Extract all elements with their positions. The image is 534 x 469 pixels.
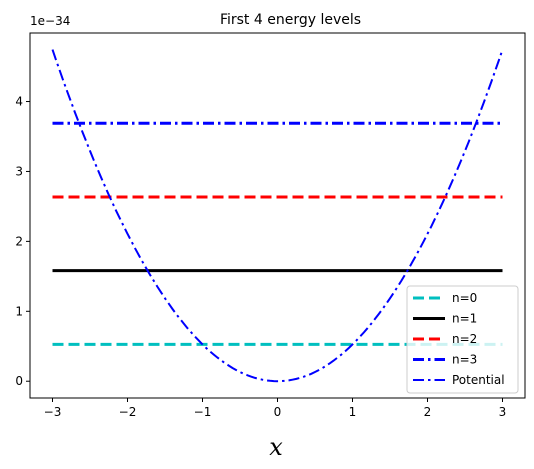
y-tick-label: 0: [15, 374, 23, 388]
x-axis-ticks: −3 −2 −1 0 1 2 3: [44, 398, 507, 419]
legend-label-n-3: n=3: [452, 353, 477, 367]
x-tick-label: −1: [194, 405, 212, 419]
x-tick-label: −3: [44, 405, 62, 419]
legend-label-n-0: n=0: [452, 291, 477, 305]
series-potential: [51, 49, 504, 383]
y-axis-ticks: 0 1 2 3 4: [15, 95, 30, 388]
legend: n=0 n=1 n=2 n=3 Potential: [406, 285, 519, 394]
legend-box: [406, 285, 519, 394]
x-tick-label: 1: [349, 405, 357, 419]
x-tick-label: 3: [499, 405, 507, 419]
x-tick-label: 0: [274, 405, 282, 419]
y-tick-label: 1: [15, 304, 23, 318]
legend-label-n-1: n=1: [452, 312, 477, 326]
legend-label-potential: Potential: [452, 373, 505, 387]
y-tick-label: 2: [15, 234, 23, 248]
y-axis-offset-label: 1e−34: [30, 14, 70, 28]
y-tick-label: 3: [15, 164, 23, 178]
x-tick-label: −2: [119, 405, 137, 419]
chart-title: First 4 energy levels: [220, 12, 361, 28]
x-tick-label: 2: [424, 405, 432, 419]
y-tick-label: 4: [15, 95, 23, 109]
x-axis-label: x: [269, 433, 283, 461]
legend-label-n-2: n=2: [452, 332, 477, 346]
